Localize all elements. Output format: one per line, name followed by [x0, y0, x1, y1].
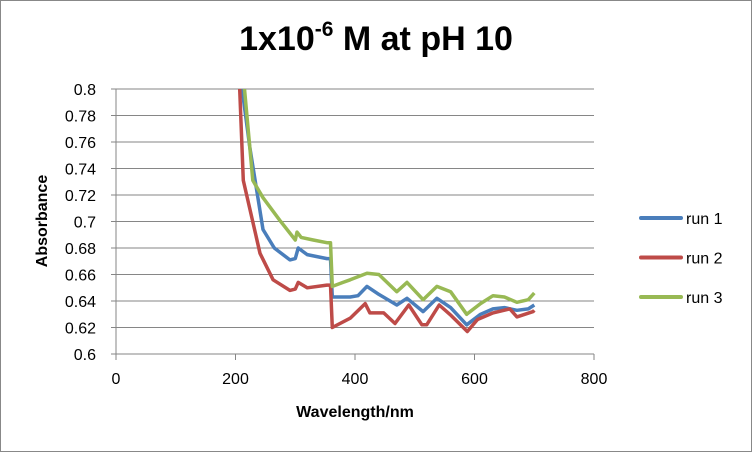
- y-tick-label: 0.64: [65, 294, 96, 311]
- title-base: 1x10: [239, 20, 315, 58]
- y-tick-label: 0.68: [65, 241, 96, 258]
- y-tick-label: 0.78: [65, 109, 96, 126]
- y-tick-label: 0.6: [74, 347, 96, 364]
- chart-title: 1x10-6 M at pH 10: [0, 18, 752, 59]
- series-line-run-1: [240, 89, 536, 327]
- x-tick-label: 0: [112, 371, 121, 388]
- y-tick-label: 0.76: [65, 135, 96, 152]
- x-tick-label: 200: [222, 371, 249, 388]
- title-rest: M at pH 10: [333, 20, 513, 58]
- y-tick-label: 0.66: [65, 268, 96, 285]
- series-line-run-2: [237, 89, 536, 334]
- title-superscript: -6: [314, 18, 334, 41]
- x-tick-label: 600: [461, 371, 488, 388]
- y-tick-label: 0.62: [65, 321, 96, 338]
- y-tick-label: 0.7: [74, 215, 96, 232]
- y-axis-label: Absorbance: [34, 175, 51, 268]
- y-tick-label: 0.74: [65, 162, 96, 179]
- x-tick-label: 400: [342, 371, 369, 388]
- legend-label: run 1: [686, 211, 723, 228]
- x-axis-label: Wavelength/nm: [296, 404, 414, 421]
- legend-label: run 2: [686, 251, 723, 268]
- series-line-run-3: [242, 89, 536, 317]
- legend-label: run 3: [686, 290, 723, 307]
- y-tick-label: 0.72: [65, 188, 96, 205]
- y-tick-label: 0.8: [74, 82, 96, 99]
- x-tick-label: 800: [581, 371, 608, 388]
